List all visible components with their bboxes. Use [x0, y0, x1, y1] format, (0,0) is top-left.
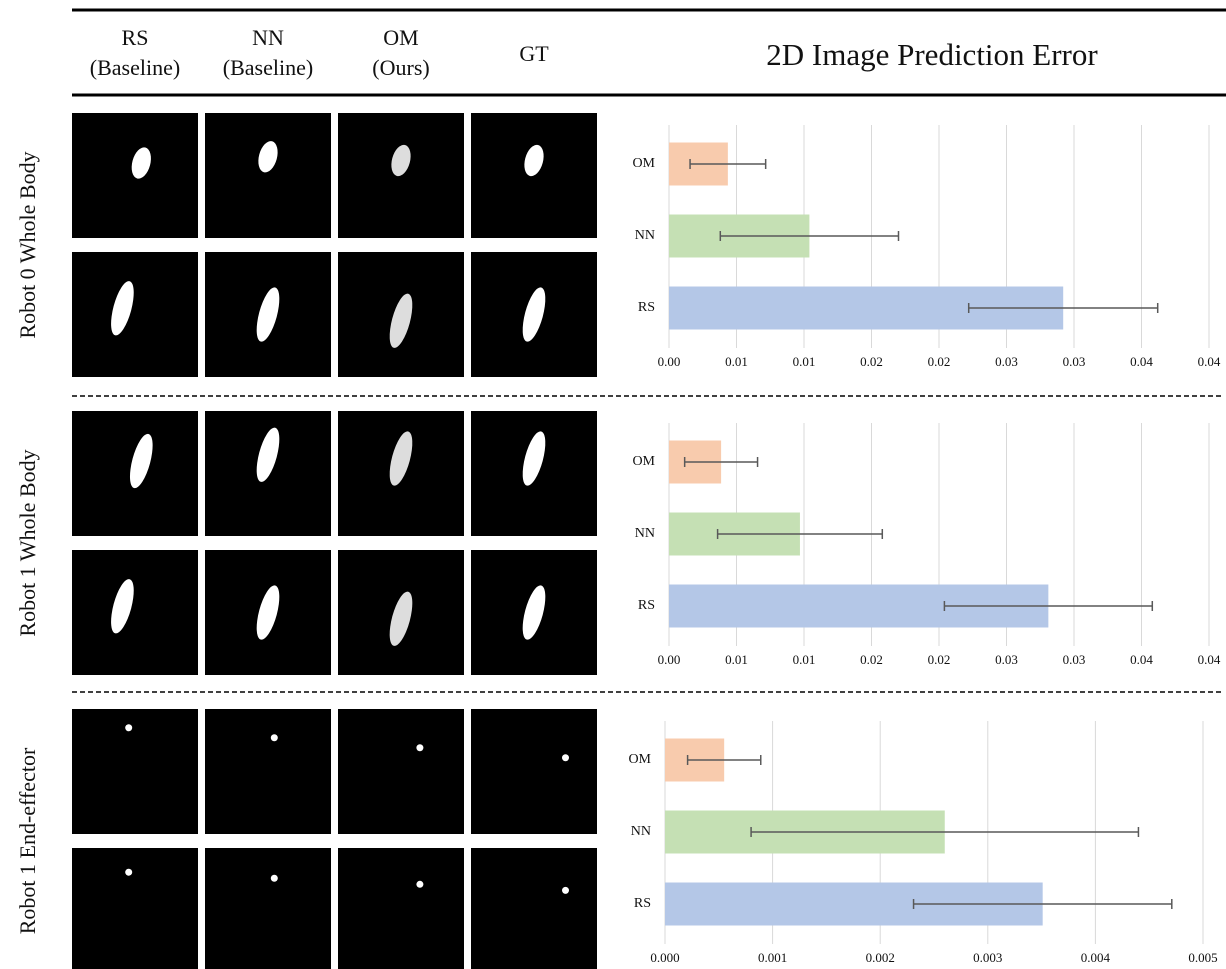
mask-blob — [271, 875, 278, 882]
column-header: (Baseline) — [90, 55, 180, 80]
x-tick-label: 0.04 — [1198, 652, 1221, 667]
x-tick-label: 0.04 — [1130, 354, 1153, 369]
x-tick-label: 0.02 — [928, 354, 951, 369]
x-tick-label: 0.03 — [995, 354, 1018, 369]
category-label: NN — [635, 228, 655, 243]
x-tick-label: 0.01 — [793, 354, 816, 369]
image-cell — [338, 113, 464, 238]
x-tick-label: 0.002 — [866, 950, 895, 965]
row-label: Robot 1 End-effector — [15, 747, 40, 934]
x-tick-label: 0.04 — [1198, 354, 1221, 369]
image-cell — [72, 550, 198, 675]
x-tick-label: 0.01 — [725, 354, 748, 369]
category-label: NN — [635, 526, 655, 541]
x-tick-label: 0.00 — [658, 354, 681, 369]
x-tick-label: 0.00 — [658, 652, 681, 667]
category-label: RS — [638, 300, 655, 315]
image-cell — [205, 113, 331, 238]
image-cell — [205, 709, 331, 834]
x-tick-label: 0.005 — [1188, 950, 1217, 965]
mask-blob — [562, 754, 569, 761]
column-header: GT — [519, 41, 549, 66]
image-cell — [338, 848, 464, 969]
x-tick-label: 0.03 — [995, 652, 1018, 667]
image-cell — [471, 113, 597, 238]
mask-blob — [416, 744, 423, 751]
image-cell — [471, 848, 597, 969]
category-label: RS — [638, 598, 655, 613]
mask-blob — [125, 869, 132, 876]
column-header: (Baseline) — [223, 55, 313, 80]
x-tick-label: 0.03 — [1063, 652, 1086, 667]
image-cell — [72, 709, 198, 834]
x-tick-label: 0.02 — [860, 354, 883, 369]
x-tick-label: 0.001 — [758, 950, 787, 965]
category-label: NN — [631, 824, 651, 839]
image-cell — [205, 848, 331, 969]
chart-title: 2D Image Prediction Error — [766, 37, 1098, 72]
mask-blob — [125, 724, 132, 731]
x-tick-label: 0.02 — [928, 652, 951, 667]
column-header: OM — [383, 25, 418, 50]
image-cell — [72, 848, 198, 969]
x-tick-label: 0.003 — [973, 950, 1002, 965]
x-tick-label: 0.04 — [1130, 652, 1153, 667]
mask-blob — [416, 881, 423, 888]
image-cell — [338, 709, 464, 834]
image-cell — [471, 709, 597, 834]
image-cell — [72, 252, 198, 377]
row-label: Robot 0 Whole Body — [15, 151, 40, 338]
x-tick-label: 0.000 — [650, 950, 679, 965]
x-tick-label: 0.02 — [860, 652, 883, 667]
category-label: OM — [632, 454, 655, 469]
category-label: RS — [634, 896, 651, 911]
column-header: RS — [122, 25, 149, 50]
mask-blob — [562, 887, 569, 894]
column-header: (Ours) — [372, 55, 429, 80]
column-header: NN — [252, 25, 284, 50]
mask-blob — [271, 734, 278, 741]
x-tick-label: 0.004 — [1081, 950, 1111, 965]
page: 2D Image Prediction Error RS (Baseline) NN… — [0, 0, 1226, 969]
category-label: OM — [632, 156, 655, 171]
x-tick-label: 0.01 — [725, 652, 748, 667]
row-label: Robot 1 Whole Body — [15, 449, 40, 636]
x-tick-label: 0.03 — [1063, 354, 1086, 369]
category-label: OM — [628, 752, 651, 767]
figure: 2D Image Prediction Error RS (Baseline) NN… — [0, 0, 1226, 969]
x-tick-label: 0.01 — [793, 652, 816, 667]
